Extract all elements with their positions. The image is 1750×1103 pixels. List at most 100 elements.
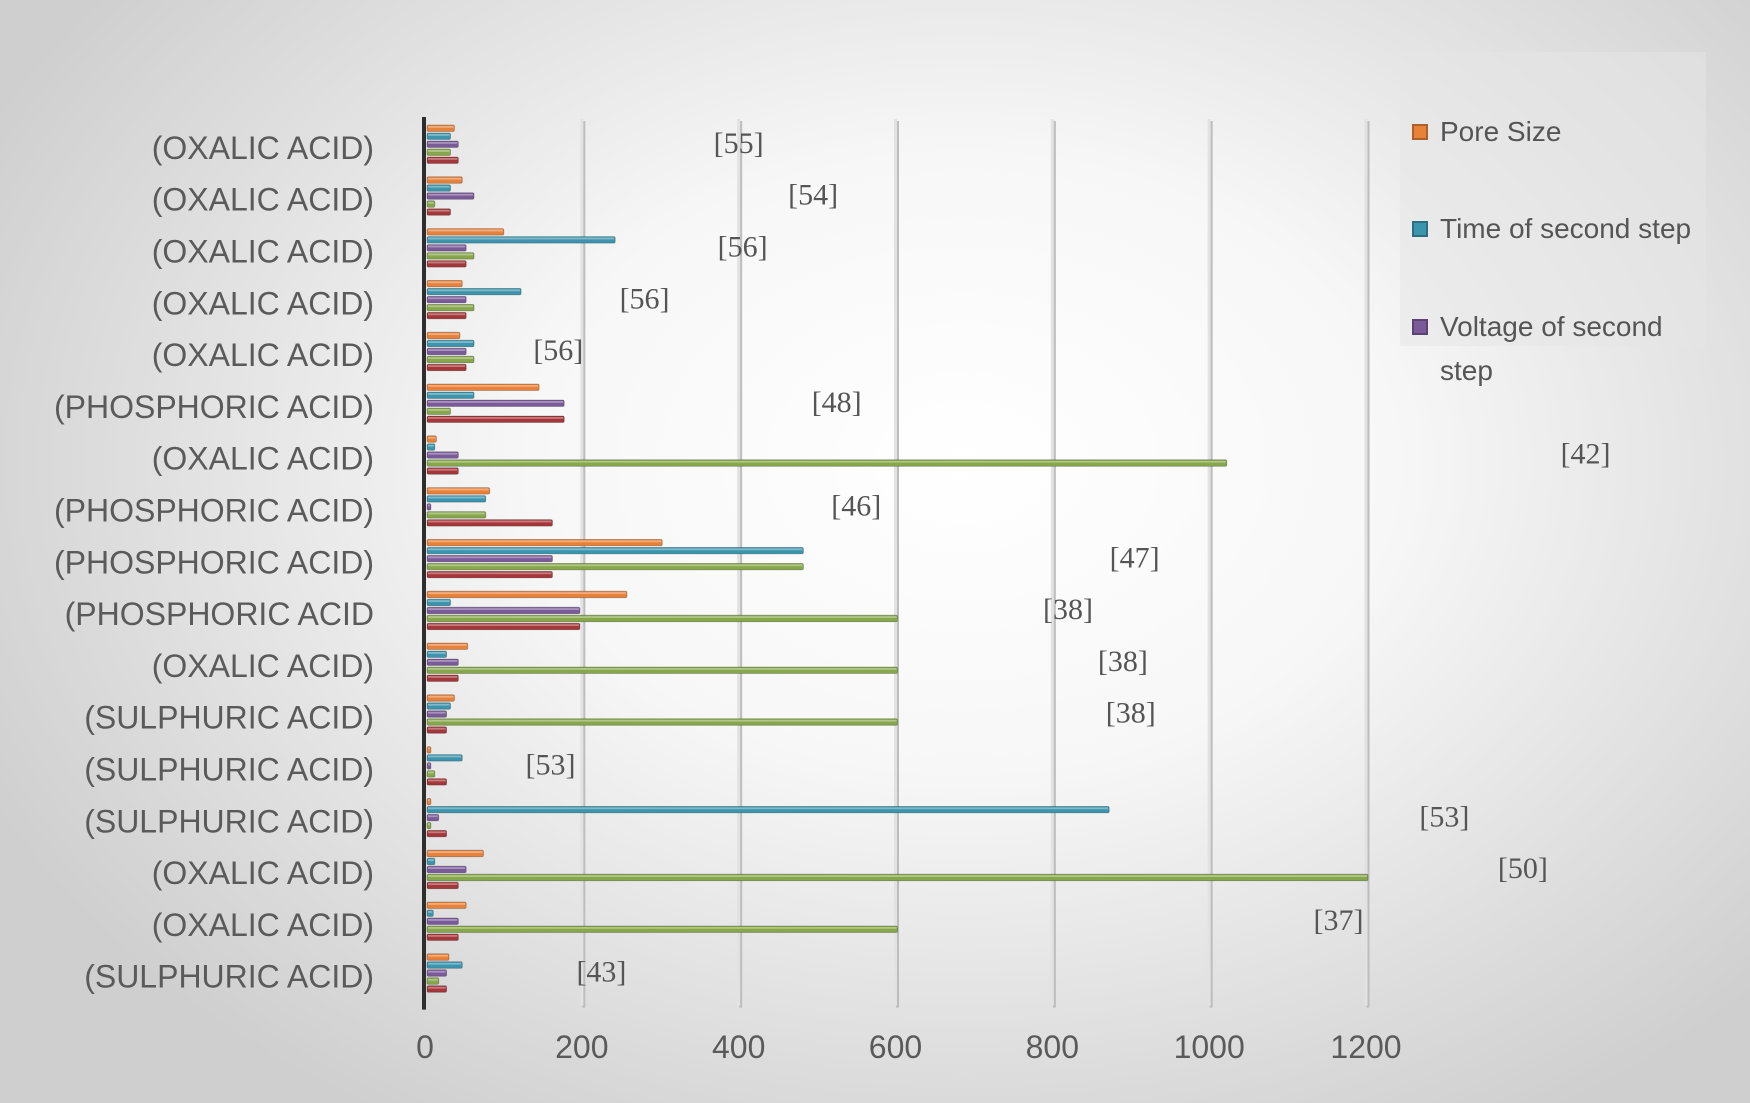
bar-highlight-0-7 <box>428 488 489 491</box>
bar-highlight-0-1 <box>428 177 462 180</box>
bar-highlight-1-6 <box>428 444 434 447</box>
bar-pore-size-5 <box>426 383 540 391</box>
bar-time-of-second-step-3 <box>426 287 522 296</box>
bar-highlight-4-6 <box>428 468 458 471</box>
bar-time-of-second-step-14 <box>426 857 436 866</box>
bar-highlight-2-15 <box>428 919 458 921</box>
bar-highlight-0-0 <box>428 126 454 128</box>
bar-highlight-3-10 <box>428 668 897 670</box>
category-label-3: (OXALIC ACID) <box>152 285 374 321</box>
bar-voltage-of-second-step-5 <box>426 399 565 407</box>
bar-highlight-4-7 <box>428 520 552 523</box>
bar-highlight-3-7 <box>428 512 485 515</box>
reference-label-16: [43] <box>576 956 626 989</box>
bar-highlight-4-10 <box>428 676 458 678</box>
bar-highlight-0-9 <box>428 592 626 594</box>
bar-highlight-1-7 <box>428 496 485 499</box>
reference-label-13: [53] <box>1419 800 1469 833</box>
category-label-14: (OXALIC ACID) <box>152 855 374 891</box>
reference-label-5: [48] <box>812 386 862 419</box>
bar-highlight-1-3 <box>428 289 521 292</box>
bar-highlight-1-16 <box>428 962 462 965</box>
bar-highlight-2-0 <box>428 142 458 144</box>
legend-swatch-pore-size <box>1412 124 1428 140</box>
reference-label-1: [54] <box>788 179 838 212</box>
bar-highlight-2-10 <box>428 660 458 662</box>
bar-highlight-3-12 <box>428 771 434 774</box>
bar-series-5-13 <box>426 830 448 838</box>
bar-highlight-0-12 <box>428 747 430 750</box>
bar-highlight-3-6 <box>428 460 1226 463</box>
bar-time-of-second-step-5 <box>426 391 475 399</box>
legend-label-time: Time of second step <box>1440 213 1692 244</box>
category-label-12: (SULPHURIC ACID) <box>84 752 374 788</box>
bar-series-5-16 <box>426 985 448 993</box>
x-tick-label-200: 200 <box>555 1029 608 1065</box>
bar-highlight-4-1 <box>428 209 450 212</box>
bar-highlight-0-8 <box>428 540 662 543</box>
bar-series-4-9 <box>426 614 898 623</box>
x-tick-label-1000: 1000 <box>1174 1029 1245 1065</box>
bar-series-4-6 <box>426 459 1228 467</box>
x-tick-label-1200: 1200 <box>1330 1029 1401 1065</box>
bar-voltage-of-second-step-14 <box>426 865 467 874</box>
bar-highlight-2-12 <box>428 763 430 766</box>
bar-time-of-second-step-11 <box>426 702 451 710</box>
bar-pore-size-2 <box>426 228 505 236</box>
bar-series-4-4 <box>426 355 475 364</box>
bar-highlight-4-2 <box>428 261 466 264</box>
bar-highlight-4-3 <box>428 313 466 316</box>
bar-voltage-of-second-step-11 <box>426 710 448 718</box>
bar-highlight-2-11 <box>428 711 446 714</box>
reference-label-8: [47] <box>1110 541 1160 574</box>
bar-series-5-1 <box>426 208 451 216</box>
bar-series-5-14 <box>426 881 459 890</box>
reference-label-11: [38] <box>1106 697 1156 730</box>
bar-highlight-4-12 <box>428 779 446 782</box>
bar-highlight-1-0 <box>428 134 450 136</box>
bar-highlight-4-8 <box>428 572 552 575</box>
bar-highlight-2-3 <box>428 297 466 300</box>
bar-highlight-3-4 <box>428 357 474 359</box>
bar-series-5-12 <box>426 778 448 786</box>
bar-voltage-of-second-step-13 <box>426 814 440 822</box>
bar-series-4-0 <box>426 148 451 156</box>
bar-pore-size-10 <box>426 642 469 650</box>
bar-series-5-6 <box>426 467 459 475</box>
bar-series-4-3 <box>426 303 475 312</box>
x-tick-label-400: 400 <box>712 1029 765 1065</box>
bar-pore-size-7 <box>426 487 491 495</box>
bar-series-4-14 <box>426 873 1369 882</box>
x-tick-label-800: 800 <box>1026 1029 1079 1065</box>
bar-time-of-second-step-16 <box>426 961 463 969</box>
bar-series-4-1 <box>426 200 436 208</box>
bar-highlight-2-9 <box>428 608 579 610</box>
bar-voltage-of-second-step-3 <box>426 295 467 304</box>
reference-label-3: [56] <box>620 282 670 315</box>
bar-pore-size-3 <box>426 279 463 288</box>
bar-time-of-second-step-7 <box>426 495 487 503</box>
category-label-15: (OXALIC ACID) <box>152 907 374 943</box>
legend-label-pore-size: Pore Size <box>1440 116 1562 147</box>
bar-highlight-2-4 <box>428 349 466 351</box>
bar-highlight-4-4 <box>428 365 466 367</box>
bar-highlight-3-1 <box>428 201 434 204</box>
bar-pore-size-15 <box>426 901 467 909</box>
bar-pore-size-8 <box>426 539 663 547</box>
bar-series-5-4 <box>426 363 467 372</box>
bar-highlight-0-11 <box>428 695 454 698</box>
reference-label-2: [56] <box>718 231 768 264</box>
bar-voltage-of-second-step-7 <box>426 503 432 511</box>
bar-highlight-4-11 <box>428 727 446 730</box>
bar-series-5-7 <box>426 519 553 527</box>
bar-voltage-of-second-step-4 <box>426 347 467 356</box>
bar-pore-size-1 <box>426 176 463 184</box>
bar-voltage-of-second-step-1 <box>426 192 475 200</box>
bar-series-5-15 <box>426 933 459 941</box>
bar-highlight-2-13 <box>428 815 438 818</box>
bar-time-of-second-step-13 <box>426 806 1110 814</box>
bar-highlight-2-5 <box>428 401 564 403</box>
bar-series-5-3 <box>426 311 467 320</box>
bar-series-4-8 <box>426 563 804 571</box>
